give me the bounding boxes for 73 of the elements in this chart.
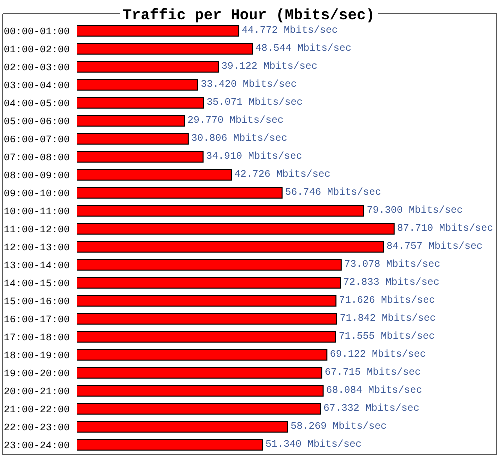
data-label: 73.078 Mbits/sec	[344, 259, 440, 271]
y-tick-label: 04:00-05:00	[4, 100, 70, 110]
data-label: 87.710 Mbits/sec	[397, 223, 494, 235]
y-tick-label: 15:00-16:00	[4, 298, 70, 308]
data-label: 56.746 Mbits/sec	[285, 187, 382, 199]
bar	[77, 151, 204, 163]
data-label: 84.757 Mbits/sec	[386, 241, 483, 253]
y-tick-label: 01:00-02:00	[4, 46, 70, 56]
bar	[77, 241, 384, 253]
data-label: 72.833 Mbits/sec	[344, 277, 440, 289]
bar	[77, 115, 186, 127]
bar	[77, 205, 364, 217]
bar	[77, 133, 189, 145]
data-label: 67.715 Mbits/sec	[325, 367, 422, 379]
y-tick-label: 23:00-24:00	[4, 442, 70, 452]
data-label: 30.806 Mbits/sec	[191, 133, 288, 145]
y-tick-label: 21:00-22:00	[4, 406, 70, 416]
y-tick-label: 06:00-07:00	[4, 136, 70, 146]
y-tick-label: 22:00-23:00	[4, 424, 70, 434]
y-tick-label: 02:00-03:00	[4, 64, 70, 74]
bar	[77, 259, 342, 271]
bar	[77, 313, 338, 325]
bar	[77, 295, 337, 307]
bar	[77, 403, 322, 415]
data-label: 44.772 Mbits/sec	[242, 25, 338, 37]
data-label: 29.770 Mbits/sec	[188, 115, 284, 127]
chart-title: Traffic per Hour (Mbits/sec)	[122, 7, 376, 24]
bar	[77, 25, 240, 37]
data-label: 39.122 Mbits/sec	[222, 61, 318, 73]
bar	[77, 43, 254, 55]
y-tick-label: 03:00-04:00	[4, 82, 70, 92]
data-label: 58.269 Mbits/sec	[290, 421, 387, 433]
y-tick-label: 00:00-01:00	[4, 28, 70, 38]
data-label: 69.122 Mbits/sec	[330, 349, 426, 361]
bar	[77, 277, 342, 289]
bar	[77, 61, 220, 73]
y-tick-label: 09:00-10:00	[4, 190, 70, 200]
y-tick-label: 07:00-08:00	[4, 154, 70, 164]
y-tick-label: 10:00-11:00	[4, 208, 70, 218]
bar	[77, 385, 324, 397]
y-tick-label: 16:00-17:00	[4, 316, 70, 326]
y-tick-label: 19:00-20:00	[4, 370, 70, 380]
y-tick-label: 13:00-14:00	[4, 262, 70, 272]
data-label: 67.332 Mbits/sec	[324, 403, 420, 415]
bar	[77, 331, 336, 343]
y-tick-label: 12:00-13:00	[4, 244, 70, 254]
data-label: 71.626 Mbits/sec	[339, 295, 436, 307]
bar	[77, 187, 283, 199]
y-tick-label: 14:00-15:00	[4, 280, 70, 290]
bar	[77, 439, 264, 451]
y-tick-label: 08:00-09:00	[4, 172, 70, 182]
data-label: 71.842 Mbits/sec	[340, 313, 436, 325]
data-label: 68.084 Mbits/sec	[326, 385, 422, 397]
data-label: 34.910 Mbits/sec	[206, 151, 302, 163]
data-label: 35.071 Mbits/sec	[206, 97, 303, 109]
y-tick-label: 05:00-06:00	[4, 118, 70, 128]
y-tick-label: 11:00-12:00	[4, 226, 70, 236]
bar	[77, 79, 198, 91]
data-label: 33.420 Mbits/sec	[200, 79, 297, 91]
data-label: 51.340 Mbits/sec	[266, 439, 362, 451]
y-tick-label: 18:00-19:00	[4, 352, 70, 362]
data-label: 48.544 Mbits/sec	[256, 43, 352, 55]
bar	[77, 223, 395, 235]
y-tick-label: 17:00-18:00	[4, 334, 70, 344]
bar	[77, 367, 323, 379]
data-label: 79.300 Mbits/sec	[366, 205, 463, 217]
bar	[77, 349, 328, 361]
data-label: 42.726 Mbits/sec	[234, 169, 331, 181]
bar	[77, 421, 288, 433]
y-tick-label: 20:00-21:00	[4, 388, 70, 398]
bar	[77, 169, 232, 181]
bar	[77, 97, 204, 109]
data-label: 71.555 Mbits/sec	[338, 331, 435, 343]
